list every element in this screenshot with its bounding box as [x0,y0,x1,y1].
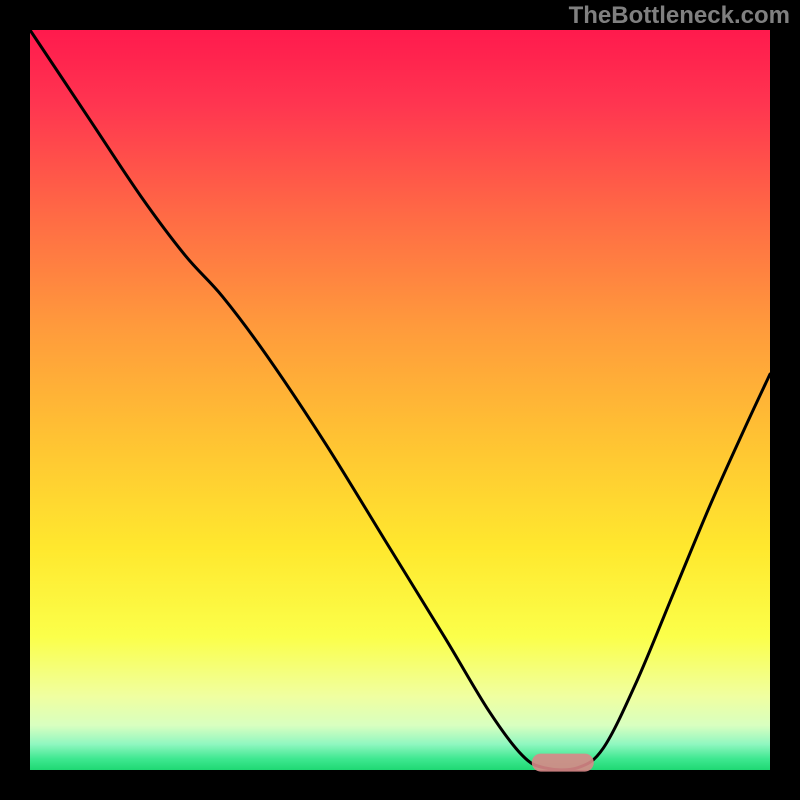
chart-container: TheBottleneck.com [0,0,800,800]
bottleneck-curve-chart [0,0,800,800]
plot-background [30,30,770,770]
optimal-marker [532,754,594,772]
watermark-text: TheBottleneck.com [569,2,790,30]
